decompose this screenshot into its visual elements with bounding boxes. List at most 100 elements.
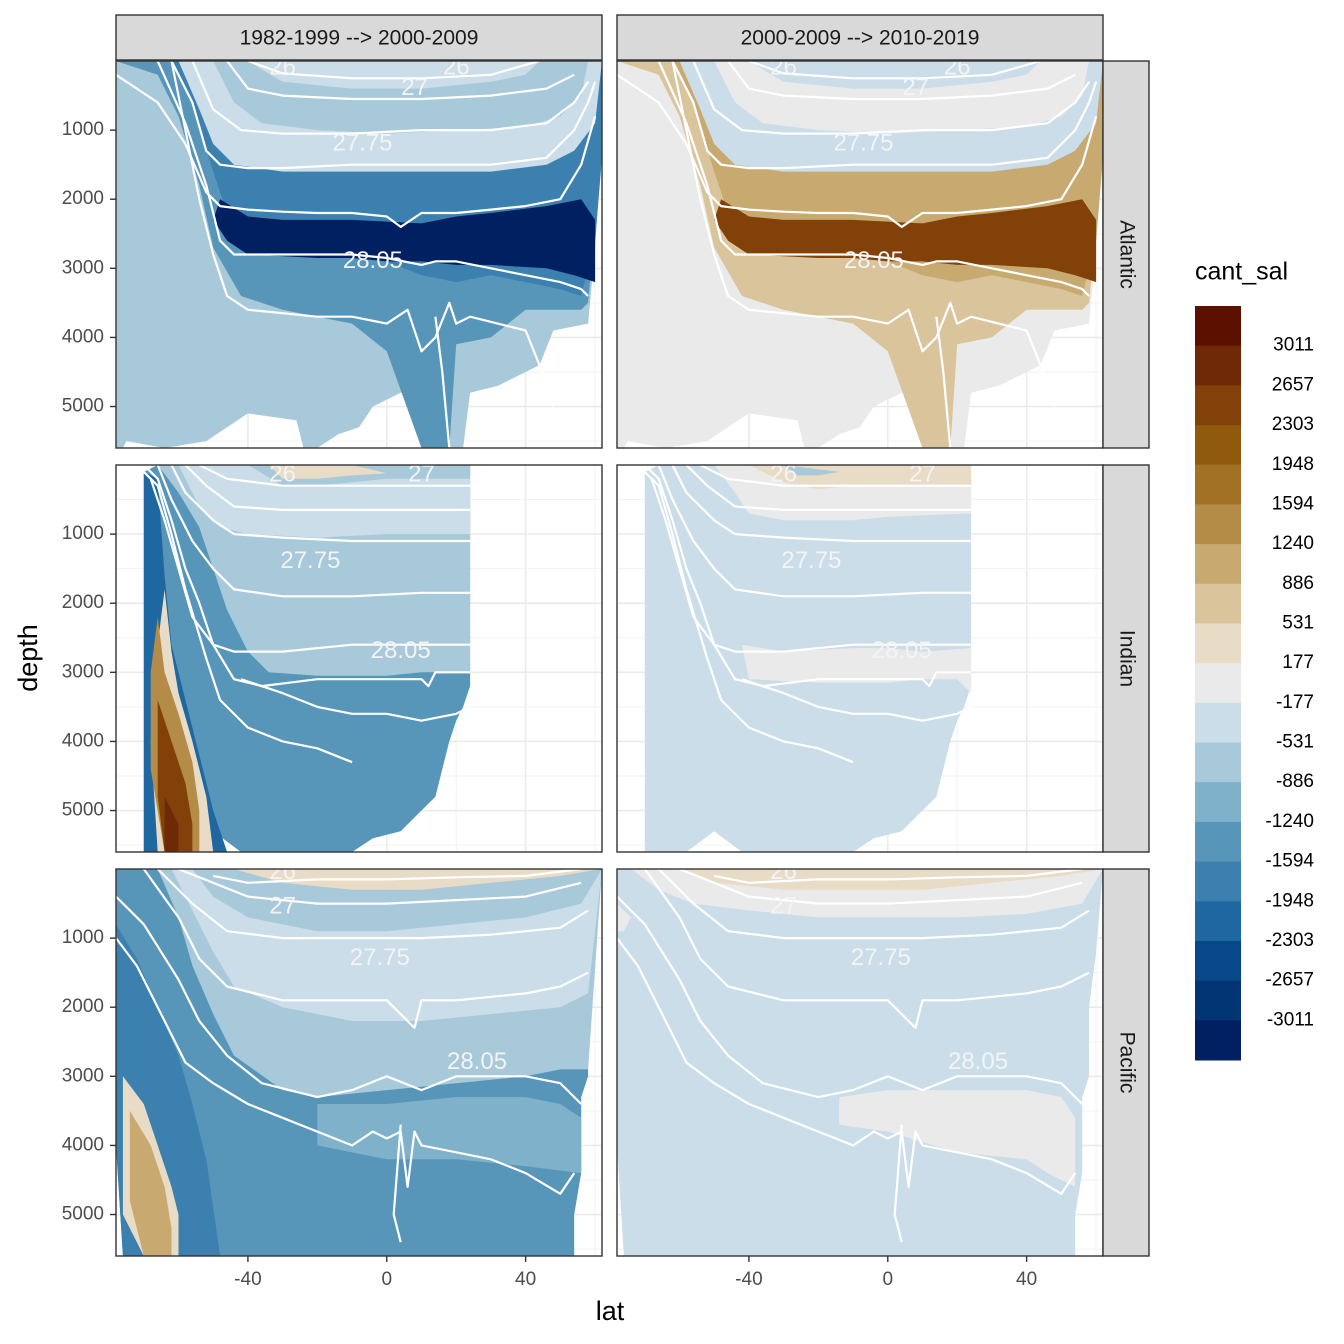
y-tick-label: 4000 — [62, 1134, 104, 1155]
isopycnal-label: 26 — [443, 53, 470, 80]
isopycnal-label: 27.75 — [350, 944, 410, 971]
shelf-patch — [617, 903, 631, 932]
isopycnal-label: 28.05 — [948, 1048, 1008, 1075]
isopycnal-line — [191, 61, 590, 135]
panel-border — [115, 60, 603, 449]
facet-strip-label: Pacific — [1115, 1032, 1138, 1094]
legend-swatch — [1195, 544, 1241, 585]
legend-swatch — [1195, 464, 1241, 505]
y-tick-label: 4000 — [62, 730, 104, 751]
legend-label: -886 — [1276, 771, 1314, 792]
isopycnal-line — [657, 465, 972, 598]
isopycnal-line — [170, 465, 471, 543]
isopycnal-line — [657, 61, 1090, 297]
isopycnal-line — [156, 465, 471, 598]
legend-label: 1948 — [1272, 454, 1314, 475]
isopycnal-line — [617, 937, 1077, 1195]
legend-label: -3011 — [1267, 1009, 1314, 1030]
nadw-core — [213, 199, 596, 283]
pacific-deep-water — [617, 869, 1103, 1256]
nadw-core — [714, 199, 1097, 283]
x-tick-label: 40 — [1016, 1269, 1037, 1290]
isopycnal-label: 27 — [269, 892, 296, 919]
legend-label: -177 — [1276, 692, 1314, 713]
isopycnal-line — [142, 869, 589, 1030]
isopycnal-line — [748, 61, 1041, 80]
y-tick-label: 5000 — [62, 800, 104, 821]
facet-strip-column — [115, 14, 603, 61]
isopycnal-line — [671, 61, 1056, 407]
isopycnal-line — [116, 937, 576, 1195]
surface-cool-patch — [783, 465, 840, 476]
surface-warm-water — [268, 465, 387, 479]
isopycnal-line — [644, 471, 854, 764]
y-tick-label: 1000 — [62, 927, 104, 948]
facet-strip-label: Atlantic — [1115, 220, 1138, 289]
isopycnal-line — [679, 869, 1083, 905]
isopycnal-line — [170, 61, 597, 170]
legend-swatch — [1195, 306, 1241, 347]
legend-swatch — [1195, 623, 1241, 664]
y-tick-label: 2000 — [62, 996, 104, 1017]
legend-swatch — [1195, 861, 1241, 902]
southern-bottom-core — [129, 1110, 172, 1256]
isopycnal-label: 26 — [269, 53, 296, 80]
legend-swatch — [1195, 940, 1241, 982]
isopycnal-line — [893, 1124, 903, 1243]
legend-label: 531 — [1282, 612, 1314, 633]
isopycnal-line — [116, 895, 582, 1105]
thermocline-water — [192, 869, 602, 932]
y-tick-label: 2000 — [62, 592, 104, 613]
y-tick-label: 2000 — [62, 188, 104, 209]
y-tick-label: 4000 — [62, 326, 104, 347]
legend-swatch — [1195, 782, 1241, 823]
y-tick-label: 3000 — [62, 257, 104, 278]
isopycnal-line — [170, 61, 555, 407]
isopycnal-line — [727, 61, 1076, 101]
isopycnal-line — [247, 61, 540, 80]
panel-border — [115, 868, 603, 1257]
isopycnal-label: 28.05 — [872, 637, 932, 664]
legend-swatch — [1195, 583, 1241, 624]
legend-label: 886 — [1282, 573, 1314, 594]
isopycnal-label: 28.05 — [343, 247, 403, 274]
isopycnal-line — [685, 465, 972, 511]
facet-panels: 26 26 27 27.75 28.05 26 26 27 27.75 28.05 26 27 27.7… — [115, 53, 1104, 1257]
legend-swatch — [1195, 702, 1241, 744]
legend-swatch — [1195, 504, 1241, 545]
isopycnal-label: 28.05 — [447, 1048, 507, 1075]
isopycnal-line — [692, 61, 1091, 135]
y-axis-title: depth — [13, 624, 43, 692]
isopycnal-line — [643, 869, 1090, 1030]
panel-pacific-1: 26 27 27.75 28.05 — [115, 858, 603, 1257]
legend-label: 2657 — [1272, 374, 1314, 395]
x-tick-label: 40 — [515, 1269, 536, 1290]
isopycnal-line — [617, 895, 1083, 1105]
isopycnal-line — [240, 678, 471, 722]
isopycnal-line — [657, 869, 1090, 940]
isopycnal-line — [212, 869, 582, 884]
axes: 1000200030004000500010002000300040005000… — [13, 119, 1037, 1326]
isopycnal-line — [392, 1124, 402, 1243]
isopycnal-line — [116, 73, 597, 228]
legend-label: 177 — [1282, 652, 1314, 673]
isopycnal-label: 27 — [902, 74, 929, 101]
isopycnal-label: 26 — [269, 461, 296, 488]
y-tick-label: 1000 — [62, 523, 104, 544]
pacific-abyssal-patch — [317, 1097, 582, 1174]
legend-label: 1594 — [1272, 493, 1315, 514]
legend-label: 2303 — [1272, 414, 1314, 435]
facet-strip-label: 1982-1999 --> 2000-2009 — [240, 27, 479, 50]
legend: cant_sal 3011 2657 2303 1948 1594 1240 886 531 17… — [1195, 258, 1314, 1061]
isopycnal-label: 26 — [944, 53, 971, 80]
isopycnal-label: 26 — [269, 858, 296, 885]
isopycnal-label: 27.75 — [280, 547, 340, 574]
surface-water — [748, 61, 1041, 89]
x-tick-label: 0 — [882, 1269, 893, 1290]
isopycnal-label: 26 — [770, 858, 797, 885]
facet-strip-label: 2000-2009 --> 2010-2019 — [741, 27, 980, 50]
y-tick-label: 1000 — [62, 119, 104, 140]
isopycnal-line — [143, 471, 353, 764]
isopycnal-line — [935, 316, 952, 448]
x-tick-label: 0 — [381, 1269, 392, 1290]
